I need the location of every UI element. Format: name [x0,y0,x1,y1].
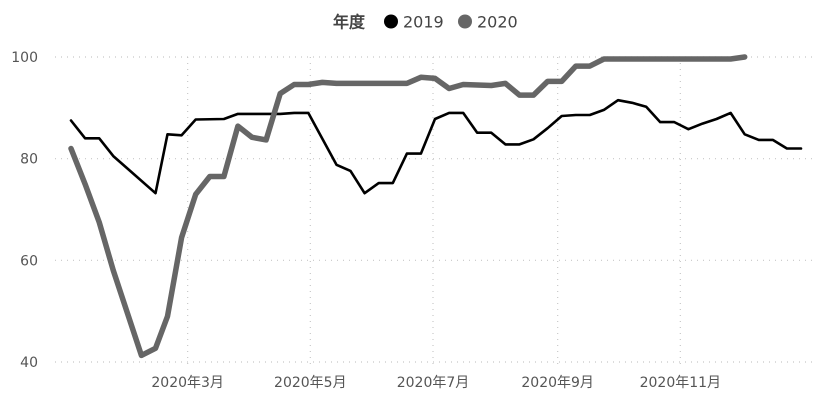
legend-item-2019[interactable]: 2019 [384,13,444,32]
series-lines [68,54,803,359]
legend-marker-2019 [384,14,398,29]
y-tick-label-100: 100 [11,50,38,66]
legend-label-2019: 2019 [403,13,444,32]
x-tick-label-3: 2020年9月 [521,375,594,391]
x-tick-label-1: 2020年5月 [274,375,347,391]
y-tick-label-60: 60 [20,253,38,269]
legend: 年度 2019 2020 [333,13,518,32]
legend-title: 年度 [333,13,366,32]
x-tick-label-0: 2020年3月 [151,375,224,391]
x-tick-label-4: 2020年11月 [640,375,721,391]
y-tick-label-40: 40 [20,355,38,371]
gridlines [55,56,815,366]
legend-marker-2020 [458,14,472,29]
y-axis-tick-labels: 40 60 80 100 [11,50,38,371]
legend-label-2020: 2020 [477,13,518,32]
series-line-2020[interactable] [68,54,748,359]
y-tick-label-80: 80 [20,152,38,168]
series-line-2019[interactable] [69,98,803,195]
x-axis-tick-labels: 2020年3月 2020年5月 2020年7月 2020年9月 2020年11月 [151,375,721,391]
x-tick-label-2: 2020年7月 [397,375,470,391]
legend-item-2020[interactable]: 2020 [458,13,518,32]
